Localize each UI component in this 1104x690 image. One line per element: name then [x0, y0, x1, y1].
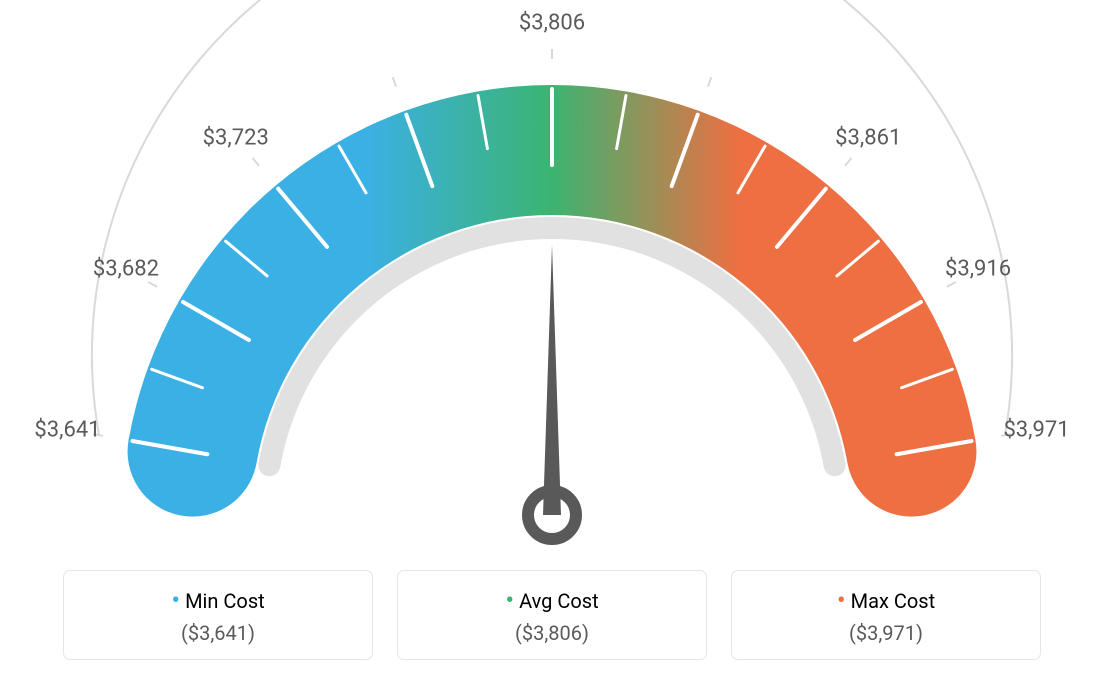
legend-max-value: ($3,971) [744, 621, 1028, 645]
legend-min-title: • Min Cost [76, 589, 360, 613]
legend-card-avg: • Avg Cost ($3,806) [397, 570, 707, 660]
gauge-tick-label: $3,682 [93, 257, 159, 282]
legend-max-title: • Max Cost [744, 589, 1028, 613]
legend-min-label: Min Cost [185, 589, 265, 613]
legend-row: • Min Cost ($3,641) • Avg Cost ($3,806) … [0, 570, 1104, 660]
gauge-svg [0, 0, 1104, 560]
dot-icon: • [171, 586, 180, 616]
gauge-chart: $3,641 $3,682 $3,723 $3,806 $3,861 $3,916 $3,9… [0, 0, 1104, 560]
legend-avg-label: Avg Cost [519, 589, 599, 613]
gauge-tick-label: $3,916 [945, 257, 1011, 282]
legend-max-label: Max Cost [851, 589, 936, 613]
gauge-tick-label: $3,641 [34, 417, 100, 442]
gauge-tick-label: $3,861 [835, 126, 901, 151]
legend-avg-title: • Avg Cost [410, 589, 694, 613]
dot-icon: • [505, 586, 514, 616]
dot-icon: • [837, 586, 846, 616]
gauge-tick-label: $3,806 [519, 11, 585, 36]
legend-card-min: • Min Cost ($3,641) [63, 570, 373, 660]
legend-card-max: • Max Cost ($3,971) [731, 570, 1041, 660]
legend-avg-value: ($3,806) [410, 621, 694, 645]
legend-min-value: ($3,641) [76, 621, 360, 645]
gauge-tick-label: $3,971 [1003, 417, 1069, 442]
gauge-tick-label: $3,723 [203, 126, 269, 151]
